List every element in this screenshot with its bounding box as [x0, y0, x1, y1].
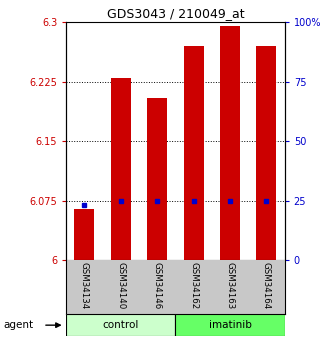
- Bar: [74, 209, 94, 260]
- Bar: [175, 314, 285, 336]
- Bar: [184, 46, 204, 260]
- Bar: [147, 98, 167, 260]
- Bar: [111, 78, 131, 260]
- Text: GSM34140: GSM34140: [116, 262, 125, 309]
- Text: control: control: [103, 320, 139, 330]
- Title: GDS3043 / 210049_at: GDS3043 / 210049_at: [107, 7, 244, 20]
- Bar: [257, 46, 276, 260]
- Bar: [220, 27, 240, 260]
- Text: GSM34163: GSM34163: [225, 262, 235, 309]
- Text: GSM34146: GSM34146: [153, 262, 162, 309]
- Text: GSM34164: GSM34164: [262, 262, 271, 309]
- Bar: [66, 314, 175, 336]
- Text: imatinib: imatinib: [209, 320, 252, 330]
- Text: GSM34162: GSM34162: [189, 262, 198, 309]
- Text: GSM34134: GSM34134: [80, 262, 89, 309]
- Text: agent: agent: [3, 320, 33, 330]
